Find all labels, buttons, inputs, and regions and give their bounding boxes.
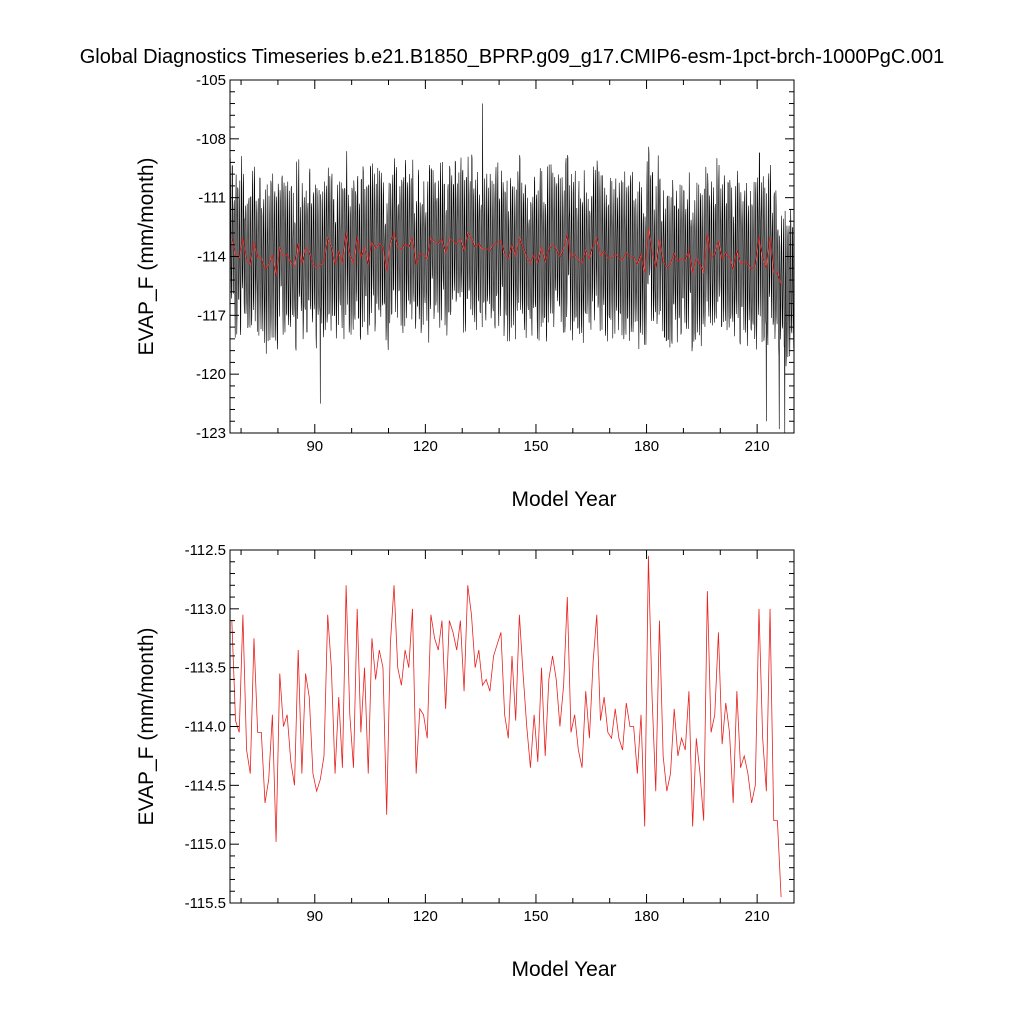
x-tick-label: 210	[745, 438, 770, 455]
x-tick-label: 210	[745, 908, 770, 925]
figure-title: Global Diagnostics Timeseries b.e21.B185…	[79, 46, 945, 68]
x-tick-label: 120	[413, 908, 438, 925]
x-axis-title: Model Year	[511, 488, 616, 511]
y-tick-label: -117	[197, 307, 226, 324]
y-tick-label: -108	[196, 131, 226, 148]
y-tick-label: -114.0	[185, 719, 226, 736]
x-axis-title: Model Year	[511, 958, 616, 981]
y-tick-label: -105	[196, 72, 226, 89]
y-tick-label: -115.5	[185, 895, 226, 912]
y-tick-label: -120	[196, 366, 226, 383]
series-annual-line	[231, 227, 782, 286]
y-tick-label: -113.0	[185, 601, 226, 618]
x-tick-label: 150	[523, 438, 548, 455]
x-tick-label: 90	[306, 438, 323, 455]
series-annual-line	[231, 555, 782, 898]
plot-frame	[229, 549, 795, 904]
y-tick-label: -115.0	[185, 836, 226, 853]
x-tick-label: 150	[523, 908, 548, 925]
series-monthly-line	[229, 103, 794, 434]
y-tick-label: -123	[196, 425, 226, 442]
y-tick-label: -111	[198, 190, 226, 207]
x-tick-label: 120	[413, 438, 438, 455]
x-tick-label: 180	[634, 908, 659, 925]
y-tick-label: -114.5	[185, 777, 226, 794]
y-tick-label: -114	[197, 249, 226, 266]
y-tick-label: -112.5	[185, 542, 226, 559]
y-axis-title: EVAP_F (mm/month)	[135, 628, 158, 826]
y-tick-label: -113.5	[185, 660, 226, 677]
chart-panel-2: 90 120 150 180 210 -112.5 -113.0 -113.5 -114.0 -1…	[135, 542, 795, 981]
x-tick-label: 180	[634, 438, 659, 455]
chart-panel-1: 90 120 150 180 210 -105 -108 -111 -114 -117 -120 -1…	[135, 72, 795, 511]
x-tick-label: 90	[306, 908, 323, 925]
y-axis-title: EVAP_F (mm/month)	[135, 158, 158, 356]
